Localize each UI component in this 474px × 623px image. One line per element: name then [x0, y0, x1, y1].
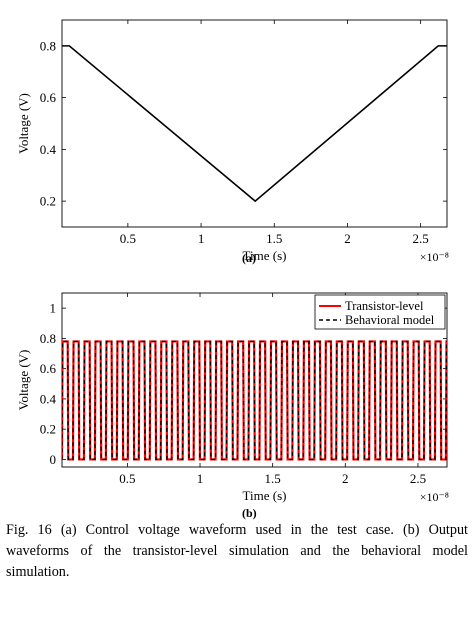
- legend-label-transistor: Transistor-level: [345, 299, 424, 313]
- x-axis-label: Time (s): [243, 488, 287, 503]
- y-axis-label: Voltage (V): [16, 350, 31, 411]
- plot-frame: [61, 19, 448, 228]
- panel-b-label: (b): [242, 506, 257, 520]
- plot-data: [62, 340, 447, 461]
- x-tick-label: 0.5: [119, 471, 135, 486]
- y-tick-label: 0.4: [40, 142, 57, 157]
- x-axis-label: Time (s): [243, 248, 287, 263]
- y-tick-label: 1: [50, 301, 57, 316]
- plot-data: [62, 45, 447, 203]
- legend-label-behavioral: Behavioral model: [345, 313, 435, 327]
- y-tick-label: 0.4: [40, 391, 57, 406]
- y-axis-label: Voltage (V): [16, 93, 31, 154]
- x-tick-label: 1.5: [265, 471, 281, 486]
- x-tick-label: 2.5: [413, 231, 429, 246]
- x-multiplier-label: ×10⁻⁸: [420, 250, 449, 264]
- x-multiplier-label: ×10⁻⁸: [420, 490, 449, 504]
- x-tick-label: 2.5: [410, 471, 426, 486]
- behavioral-model-line: [62, 340, 447, 461]
- panel-a-label: (a): [242, 251, 256, 265]
- x-tick-label: 2: [342, 471, 349, 486]
- y-tick-label: 0.6: [40, 90, 57, 105]
- x-tick-label: 1: [198, 231, 205, 246]
- y-tick-label: 0.2: [40, 194, 56, 209]
- figure-caption: Fig. 16 (a) Control voltage waveform use…: [6, 522, 468, 580]
- x-tick-label: 0.5: [120, 231, 136, 246]
- y-tick-label: 0.2: [40, 422, 56, 437]
- y-tick-label: 0: [50, 452, 57, 467]
- x-tick-label: 1.5: [266, 231, 282, 246]
- chart-b: 0.5 1 1.5 2 2.5 0 0.2 0.4 0.6 0.8 1 Time (s) Voltage…: [16, 292, 449, 504]
- x-tick-label: 1: [197, 471, 204, 486]
- x-tick-label: 2: [344, 231, 351, 246]
- legend-box: [314, 294, 446, 330]
- y-tick-label: 0.6: [40, 361, 57, 376]
- control-voltage-line: [62, 45, 447, 203]
- y-tick-label: 0.8: [40, 38, 56, 53]
- chart-a: 0.5 1 1.5 2 2.5 0.2 0.4 0.6 0.8 Time (s) Voltage (…: [16, 19, 449, 264]
- y-tick-label: 0.8: [40, 331, 56, 346]
